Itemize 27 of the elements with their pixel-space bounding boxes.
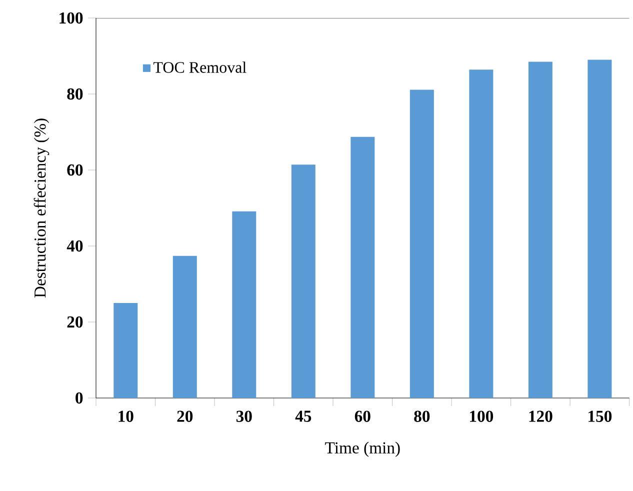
x-tick-label: 120 xyxy=(529,410,552,422)
y-tick-label: 40 xyxy=(66,240,83,252)
x-tick-label: 80 xyxy=(414,410,430,422)
bar xyxy=(291,164,316,398)
bar xyxy=(232,211,256,398)
y-tick-label: 0 xyxy=(76,392,83,404)
bar xyxy=(410,90,434,398)
x-tick-label: 60 xyxy=(354,410,370,422)
bar xyxy=(588,60,612,398)
x-tick-label: 150 xyxy=(588,410,612,422)
y-tick-label: 60 xyxy=(67,164,83,176)
x-tick-label: 10 xyxy=(118,410,134,422)
x-tick-label: 20 xyxy=(177,410,193,422)
bar xyxy=(350,136,375,398)
x-axis-title: Time (min) xyxy=(325,442,400,457)
x-tick-label: 30 xyxy=(236,410,252,422)
bar xyxy=(469,70,494,398)
bar xyxy=(114,302,138,398)
y-tick-label: 20 xyxy=(67,316,83,328)
bar xyxy=(528,62,552,398)
bar xyxy=(172,256,197,398)
y-tick-label: 80 xyxy=(67,88,83,100)
y-tick-label: 100 xyxy=(60,12,83,24)
x-tick-label: 45 xyxy=(295,410,312,422)
legend-label: TOC Removal xyxy=(153,62,246,73)
y-axis-title: Destruction effeciency (%) xyxy=(34,118,50,298)
x-tick-label: 100 xyxy=(470,410,494,422)
